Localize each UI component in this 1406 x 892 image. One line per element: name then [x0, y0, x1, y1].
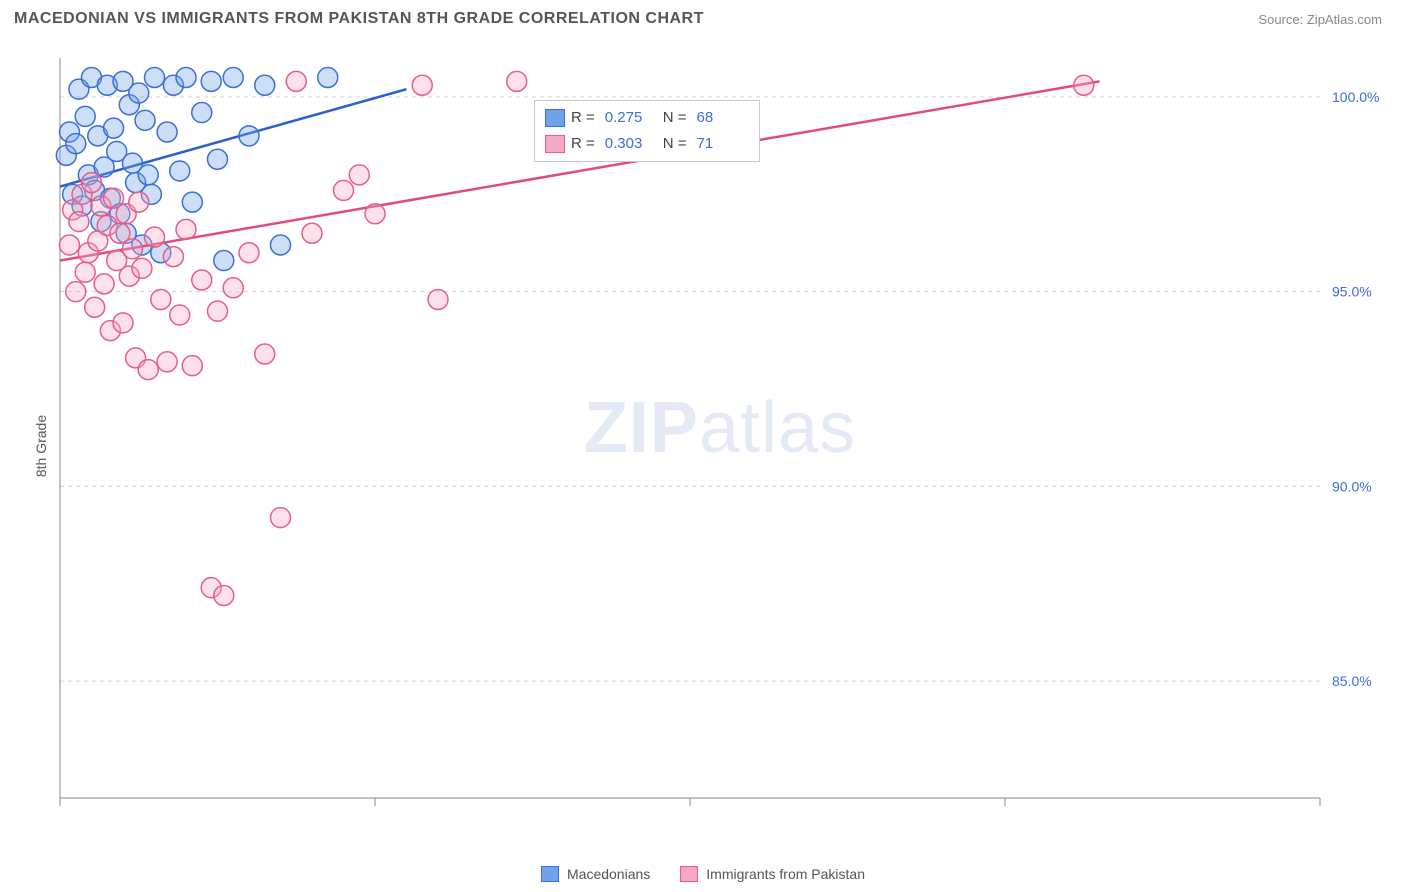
legend-swatch — [545, 135, 565, 153]
legend-item: Immigrants from Pakistan — [680, 866, 865, 882]
legend-label: Macedonians — [567, 866, 650, 882]
correlation-legend: R =0.275N =68R =0.303N =71 — [534, 100, 760, 162]
chart-title: MACEDONIAN VS IMMIGRANTS FROM PAKISTAN 8… — [14, 10, 704, 28]
source-label: Source: ZipAtlas.com — [1258, 12, 1382, 27]
legend-swatch — [541, 866, 559, 882]
y-axis-label: 8th Grade — [33, 415, 49, 477]
legend-label: Immigrants from Pakistan — [706, 866, 865, 882]
legend-swatch — [680, 866, 698, 882]
legend-item: Macedonians — [541, 866, 650, 882]
scatter-chart: 85.0%90.0%95.0%100.0%0.0%40.0% — [50, 48, 1390, 808]
series-legend: Macedonians Immigrants from Pakistan — [0, 866, 1406, 882]
legend-row: R =0.303N =71 — [545, 131, 749, 157]
svg-text:95.0%: 95.0% — [1332, 284, 1372, 300]
svg-text:100.0%: 100.0% — [1332, 89, 1379, 105]
svg-text:85.0%: 85.0% — [1332, 673, 1372, 689]
legend-swatch — [545, 109, 565, 127]
legend-row: R =0.275N =68 — [545, 105, 749, 131]
chart-area: 85.0%90.0%95.0%100.0%0.0%40.0% ZIPatlas … — [50, 48, 1390, 808]
svg-text:90.0%: 90.0% — [1332, 478, 1372, 494]
